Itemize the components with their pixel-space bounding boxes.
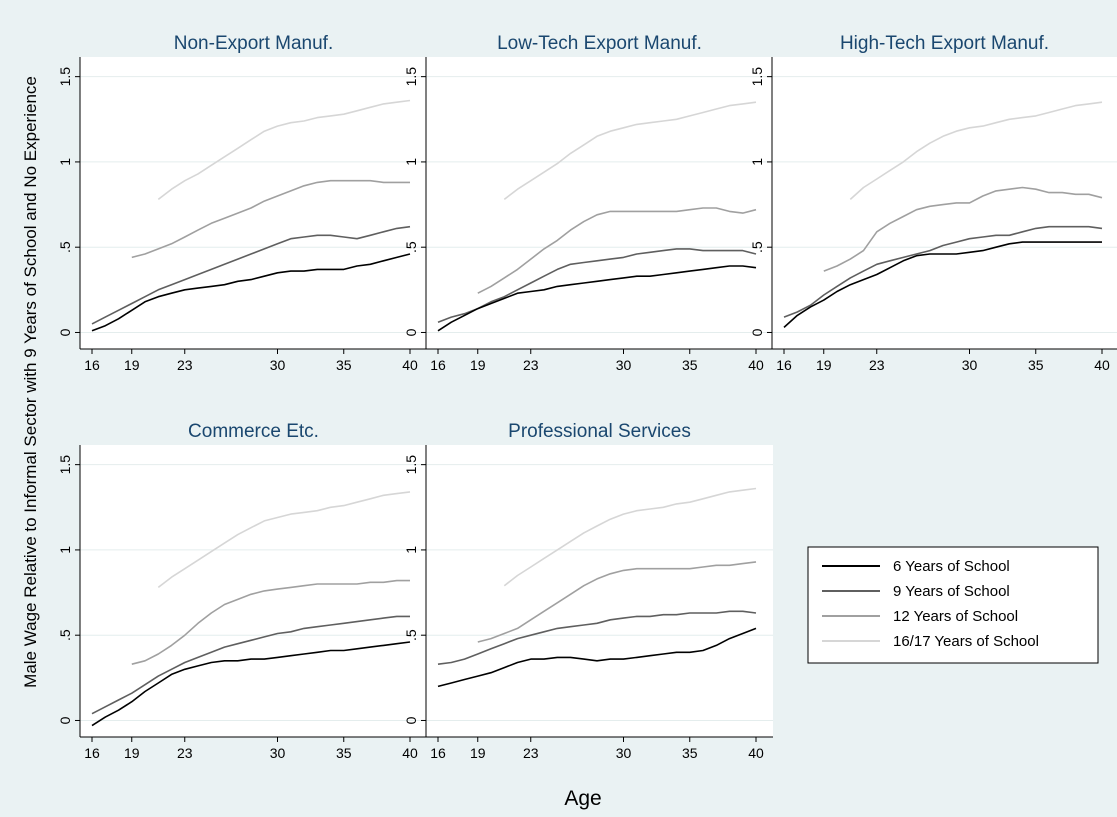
x-tick-label: 23 <box>177 745 193 761</box>
x-tick-label: 40 <box>402 745 418 761</box>
series-line-s16 <box>849 101 1103 200</box>
legend-label-s16: 16/17 Years of School <box>893 633 1039 650</box>
legend-label-s6: 6 Years of School <box>893 558 1010 575</box>
x-tick-label: 23 <box>869 357 885 373</box>
x-tick-label: 40 <box>748 745 764 761</box>
x-tick-label: 23 <box>177 357 193 373</box>
panel-title: Non-Export Manuf. <box>174 33 333 54</box>
y-tick-label: 1 <box>749 158 765 166</box>
y-tick-label: .5 <box>403 629 419 641</box>
plot-area <box>80 445 427 737</box>
series-line-s12 <box>477 207 757 294</box>
x-tick-label: 19 <box>816 357 832 373</box>
y-tick-label: 1 <box>403 546 419 554</box>
y-tick-label: .5 <box>403 241 419 253</box>
x-tick-label: 19 <box>124 745 140 761</box>
x-tick-label: 40 <box>402 357 418 373</box>
y-tick-label: 0 <box>57 328 73 336</box>
y-axis-title: Male Wage Relative to Informal Sector wi… <box>21 76 40 688</box>
series-line-s6 <box>91 253 411 332</box>
series-line-s9 <box>437 610 757 665</box>
x-tick-label: 35 <box>1028 357 1044 373</box>
series-line-s6 <box>783 241 1102 328</box>
panel-title: High-Tech Export Manuf. <box>840 33 1049 54</box>
legend-label-s9: 9 Years of School <box>893 583 1010 600</box>
y-tick-label: 1 <box>57 546 73 554</box>
panel-title: Commerce Etc. <box>188 421 319 442</box>
legend-label-s12: 12 Years of School <box>893 608 1018 625</box>
x-tick-label: 40 <box>1094 357 1110 373</box>
y-tick-label: 1.5 <box>749 67 765 87</box>
x-tick-label: 23 <box>523 357 539 373</box>
x-tick-label: 16 <box>84 357 100 373</box>
legend: 6 Years of School 9 Years of School 12 Yea… <box>807 546 1099 664</box>
y-tick-label: 1 <box>57 158 73 166</box>
y-tick-label: .5 <box>57 241 73 253</box>
x-tick-label: 30 <box>270 745 286 761</box>
series-line-s6 <box>437 265 757 332</box>
x-tick-label: 16 <box>84 745 100 761</box>
series-line-s9 <box>91 615 410 715</box>
y-tick-label: .5 <box>57 629 73 641</box>
x-tick-label: 23 <box>523 745 539 761</box>
series-line-s6 <box>437 627 757 688</box>
plot-area <box>772 57 1117 349</box>
plot-area <box>80 57 427 349</box>
series-line-s16 <box>157 491 411 589</box>
series-line-s16 <box>503 101 757 201</box>
plot-area <box>426 445 773 737</box>
x-tick-label: 16 <box>430 357 446 373</box>
x-tick-label: 35 <box>336 745 352 761</box>
y-tick-label: 0 <box>57 716 73 724</box>
y-tick-label: .5 <box>749 241 765 253</box>
x-tick-label: 19 <box>470 745 486 761</box>
series-line-s16 <box>503 487 757 587</box>
x-tick-label: 35 <box>682 745 698 761</box>
y-tick-label: 1.5 <box>403 455 419 475</box>
x-tick-label: 30 <box>616 745 632 761</box>
series-line-s6 <box>91 641 411 727</box>
panel-title: Low-Tech Export Manuf. <box>497 33 702 54</box>
x-tick-label: 16 <box>430 745 446 761</box>
x-axis-title: Age <box>564 787 601 810</box>
series-line-s9 <box>91 225 411 325</box>
panel-title: Professional Services <box>508 421 691 442</box>
x-tick-label: 30 <box>962 357 978 373</box>
y-tick-label: 0 <box>749 328 765 336</box>
x-tick-label: 35 <box>682 357 698 373</box>
series-line-s9 <box>783 225 1103 318</box>
panel-5: 0 .5 1 1.5 16 19 23 30 35 40 Professional Services <box>403 421 773 761</box>
y-tick-label: 1.5 <box>57 67 73 87</box>
x-tick-label: 19 <box>470 357 486 373</box>
x-tick-label: 30 <box>616 357 632 373</box>
series-line-s12 <box>131 579 410 665</box>
series-line-s9 <box>437 248 757 323</box>
series-line-s12 <box>477 561 757 643</box>
panel-3: 0 .5 1 1.5 16 19 23 30 35 40 High-Tech Export Manu… <box>749 33 1117 373</box>
x-tick-label: 35 <box>336 357 352 373</box>
series-line-s12 <box>131 179 410 259</box>
series-line-s16 <box>157 99 411 201</box>
x-tick-label: 40 <box>748 357 764 373</box>
y-tick-label: 1.5 <box>403 67 419 87</box>
y-tick-label: 0 <box>403 328 419 336</box>
y-tick-label: 0 <box>403 716 419 724</box>
x-tick-label: 16 <box>776 357 792 373</box>
series-line-s12 <box>823 186 1103 272</box>
y-tick-label: 1.5 <box>57 455 73 475</box>
plot-area <box>426 57 773 349</box>
x-tick-label: 19 <box>124 357 140 373</box>
x-tick-label: 30 <box>270 357 286 373</box>
y-tick-label: 1 <box>403 158 419 166</box>
